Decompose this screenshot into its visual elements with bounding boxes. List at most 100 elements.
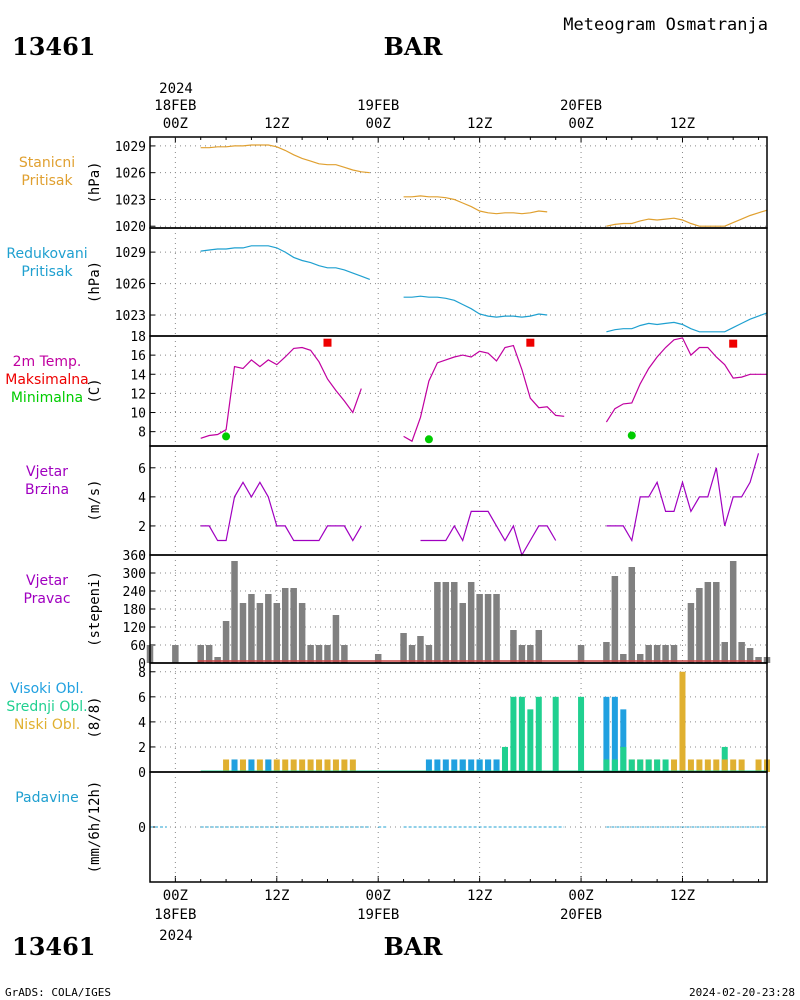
cloud-bar <box>611 696 618 772</box>
panel-frame <box>149 136 768 229</box>
direction-bar <box>696 588 703 663</box>
panel-label: Pravac <box>23 591 70 607</box>
y-tick-label: 0 <box>138 821 146 836</box>
direction-bar <box>611 576 619 663</box>
panel-label: Redukovani <box>6 246 87 262</box>
panel-precip: 0 Padavine (mm/6h/12h) <box>15 771 768 883</box>
cloud-bar <box>265 759 272 772</box>
y-tick-label: 1026 <box>115 278 146 293</box>
cloud-bar <box>316 759 323 772</box>
time-tick-label-top: 12Z <box>264 116 289 132</box>
cloud-bar <box>256 759 263 772</box>
direction-bar <box>172 645 179 663</box>
direction-bar <box>256 603 264 663</box>
time-tick-label-top: 00Z <box>366 116 391 132</box>
y-tick-label: 4 <box>138 716 146 731</box>
panel-temp: 8 10 12 14 16 18 2m Temp. Maksimalna Minimalna (C… <box>5 330 768 447</box>
direction-bar <box>620 654 627 663</box>
panel-label: Maksimalna <box>5 372 89 388</box>
panel-label: Vjetar <box>26 573 68 589</box>
direction-bar <box>653 645 661 663</box>
direction-bar <box>670 645 678 663</box>
y-tick-label: 120 <box>123 621 146 636</box>
cloud-bar <box>535 696 542 772</box>
direction-bar <box>273 603 281 663</box>
series-line <box>403 344 565 443</box>
time-tick-label-bottom: 00Z <box>366 888 391 904</box>
cloud-bar <box>552 696 559 772</box>
direction-bar <box>298 603 306 663</box>
direction-bar <box>746 648 754 663</box>
cloud-bar <box>620 746 627 772</box>
y-tick-label: 8 <box>138 426 146 441</box>
panel-label: 2m Temp. <box>13 354 82 370</box>
direction-bar <box>738 642 745 663</box>
cloud-bar <box>721 759 728 772</box>
station-id-bottom: 13461 <box>12 932 96 961</box>
panel-frame <box>149 335 768 447</box>
direction-bar <box>459 603 466 663</box>
cloud-bar <box>425 759 432 772</box>
y-axis-unit: (m/s) <box>87 479 103 521</box>
direction-bar <box>535 630 543 663</box>
cloud-bar <box>501 746 508 772</box>
direction-bar <box>324 645 331 663</box>
series-line <box>200 346 362 439</box>
panel-label: Brzina <box>25 482 69 498</box>
panel-label: Minimalna <box>11 390 83 406</box>
footer-timestamp: 2024-02-20-23:28 <box>689 986 795 999</box>
cloud-bar <box>223 759 230 772</box>
cloud-bar <box>518 696 525 772</box>
cloud-bar <box>485 759 492 772</box>
cloud-bar <box>755 759 762 772</box>
panel-label: Vjetar <box>26 464 68 480</box>
direction-bar <box>205 645 213 663</box>
y-tick-label: 0 <box>138 549 146 564</box>
direction-bar <box>510 630 517 663</box>
year-top: 2024 <box>159 81 193 97</box>
direction-bar <box>214 657 221 663</box>
series-line <box>200 481 362 542</box>
cloud-bar <box>713 759 720 772</box>
series-line <box>606 312 768 333</box>
panel-label: Pritisak <box>21 264 73 280</box>
direction-bar <box>687 603 695 663</box>
panel-p2: 1023 1026 1029 Redukovani Pritisak (hPa) <box>6 227 768 337</box>
direction-bar <box>248 594 255 663</box>
time-tick-label-bottom: 12Z <box>264 888 289 904</box>
cloud-bar <box>324 759 331 772</box>
cloud-bar <box>468 759 475 772</box>
min-temp-marker <box>222 432 231 441</box>
y-tick-label: 300 <box>123 567 146 582</box>
cloud-bar <box>282 759 289 772</box>
cloud-bar <box>493 759 500 772</box>
direction-bar <box>662 645 669 663</box>
time-tick-label-top: 12Z <box>467 116 492 132</box>
time-tick-label-bottom: 00Z <box>568 888 593 904</box>
cloud-bar <box>290 759 297 772</box>
cloud-bar <box>578 696 585 772</box>
series-line <box>606 453 760 543</box>
y-tick-label: 360 <box>123 549 146 564</box>
y-axis-unit: (mm/6h/12h) <box>87 781 103 874</box>
cloud-bar <box>476 759 483 772</box>
y-tick-label: 6 <box>138 691 146 706</box>
direction-bar <box>636 654 644 663</box>
y-tick-label: 60 <box>130 639 146 654</box>
year-bottom: 2024 <box>159 928 193 944</box>
series-line <box>403 295 548 318</box>
time-tick-label-bottom: 12Z <box>670 888 695 904</box>
time-tick-label-bottom: 00Z <box>163 888 188 904</box>
cloud-bar <box>231 759 238 772</box>
direction-bar <box>476 594 483 663</box>
y-tick-label: 1026 <box>115 167 146 182</box>
direction-bar <box>265 594 272 663</box>
series-line <box>403 195 548 215</box>
meteogram-title: Meteogram Osmatranja <box>563 15 768 35</box>
panel-label: Srednji Obl. <box>6 699 87 715</box>
panel-label: Stanicni <box>19 155 75 171</box>
cloud-bar <box>273 759 280 772</box>
y-tick-label: 10 <box>130 407 146 422</box>
date-label-bottom: 20FEB <box>560 907 602 923</box>
cloud-bar <box>611 759 618 772</box>
